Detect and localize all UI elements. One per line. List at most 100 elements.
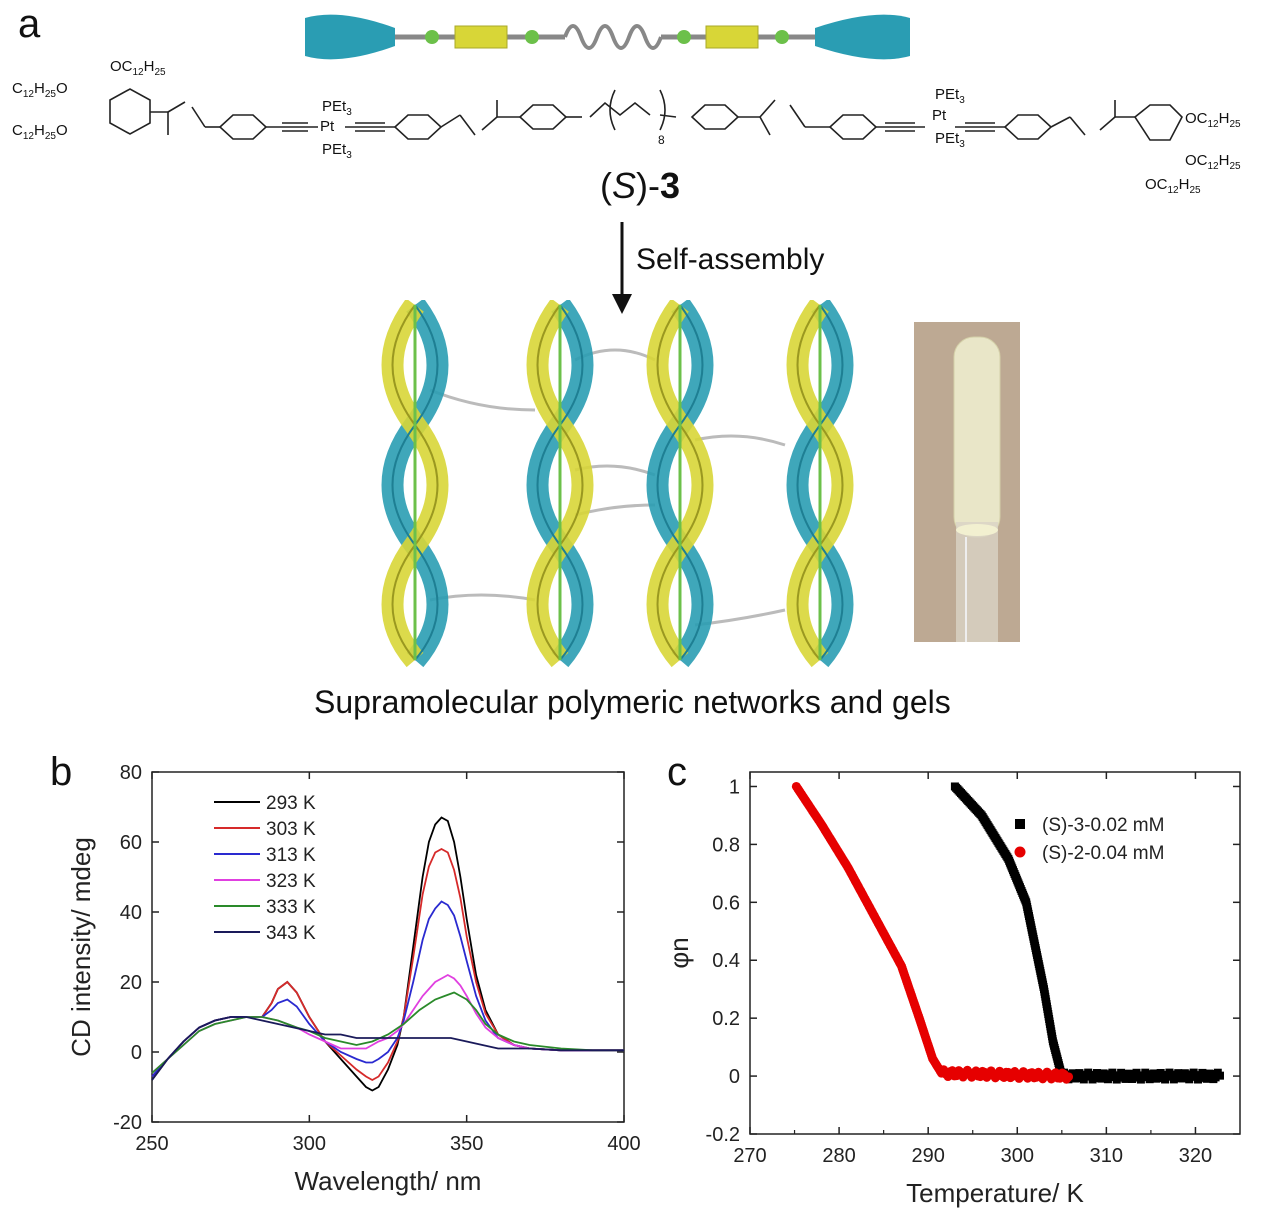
y-tick-label: 0.4: [712, 950, 740, 972]
legend-label: 333 K: [266, 897, 316, 918]
data-point: [1117, 1068, 1126, 1077]
data-point: [1202, 1074, 1211, 1083]
panel-a-letter: a: [18, 2, 41, 46]
data-point: [1077, 1070, 1086, 1079]
series-points-0: [950, 782, 1224, 1084]
x-tick-label: 290: [911, 1145, 944, 1167]
legend-marker: [1014, 846, 1026, 858]
cd-spectra-chart: 250 300 350 400 -20 0 20 40 60 80 Wavelength/ nm CD…: [66, 762, 640, 1196]
chem-label-pet-bottom-right: PEt3: [935, 130, 965, 150]
x-tick-label: 310: [1090, 1145, 1123, 1167]
legend-label: 303 K: [266, 819, 316, 840]
y-tick-label: 80: [120, 762, 142, 784]
gel-vial-photo: [914, 322, 1020, 642]
data-point: [1158, 1070, 1167, 1079]
cartoon-bead: [425, 30, 439, 44]
chem-label-pet-bottom-left: PEt3: [322, 141, 352, 161]
compound-label: (S)-3: [600, 165, 681, 206]
x-tick-label: 250: [135, 1133, 168, 1155]
chem-label-oc-right3: OC12H25: [1145, 176, 1201, 196]
cartoon-right-cap: [815, 14, 910, 60]
y-axis-label: φn: [664, 937, 694, 968]
data-point: [1121, 1074, 1130, 1083]
data-point: [1145, 1075, 1154, 1084]
y-tick-label: 0.6: [712, 892, 740, 914]
legend-label: 293 K: [266, 793, 316, 814]
data-point: [1215, 1071, 1224, 1080]
helix-4: [798, 305, 843, 660]
data-point: [1088, 1075, 1097, 1084]
series-line-303K: [151, 847, 624, 1082]
data-point: [1141, 1068, 1150, 1077]
cartoon-left-cap: [305, 14, 395, 60]
figure-caption: Supramolecular polymeric networks and ge…: [314, 684, 951, 720]
panel-c-letter: c: [667, 750, 687, 794]
legend-label: (S)-2-0.04 mM: [1042, 843, 1164, 864]
chem-label-oc-left1: C12H25O: [12, 80, 68, 100]
cartoon-bead: [775, 30, 789, 44]
y-tick-label: 60: [120, 832, 142, 854]
molecule-cartoon: [305, 14, 910, 60]
cartoon-bead: [525, 30, 539, 44]
self-assembly-label: Self-assembly: [636, 243, 825, 276]
chem-label-pet-top-right: PEt3: [935, 86, 965, 106]
data-point: [1174, 1069, 1183, 1078]
x-tick-label: 270: [733, 1145, 766, 1167]
chem-label-oc-top: OC12H25: [110, 58, 166, 78]
data-point: [1169, 1075, 1178, 1084]
data-point: [1183, 1070, 1192, 1079]
y-tick-label: -20: [113, 1112, 142, 1134]
data-point: [1178, 1074, 1187, 1083]
x-tick-label: 300: [1001, 1145, 1034, 1167]
series-points-1: [791, 781, 1074, 1084]
data-point: [1125, 1069, 1134, 1078]
y-tick-label: 0.8: [712, 834, 740, 856]
series-line-323K: [151, 973, 624, 1074]
data-point: [1207, 1070, 1216, 1079]
data-point: [1194, 1075, 1203, 1084]
y-tick-label: 20: [120, 972, 142, 994]
y-tick-label: -0.2: [706, 1124, 740, 1146]
data-point: [1092, 1069, 1101, 1078]
x-axis-label: Wavelength/ nm: [295, 1166, 482, 1196]
chem-label-oc-right2: OC12H25: [1185, 152, 1241, 172]
aggregation-fraction-chart: 270 280 290 300 310 320 -0.2 0 0.2 0.4 0.6 0.8 1 Temp…: [664, 771, 1241, 1208]
y-tick-label: 0: [131, 1042, 142, 1064]
legend-label: 323 K: [266, 871, 316, 892]
panel-b-letter: b: [50, 750, 73, 794]
helical-network-illustration: [370, 300, 890, 670]
chem-label-pt-left: Pt: [320, 118, 335, 135]
y-tick-label: 1: [729, 776, 740, 798]
cartoon-block: [705, 25, 759, 49]
plot-frame: [749, 771, 1241, 1135]
data-point: [1101, 1070, 1110, 1079]
data-point: [1198, 1068, 1207, 1077]
helix-2: [538, 305, 583, 660]
x-tick-label: 280: [822, 1145, 855, 1167]
data-point: [1064, 1072, 1074, 1082]
data-point: [1073, 1074, 1082, 1083]
cartoon-bead: [677, 30, 691, 44]
helix-1: [393, 305, 438, 660]
chem-label-chain-sub: 8: [658, 133, 665, 147]
plot-frame: [151, 771, 625, 1123]
data-point: [1106, 1073, 1115, 1082]
data-point: [1097, 1074, 1106, 1083]
legend-label: 313 K: [266, 845, 316, 866]
x-axis-label: Temperature/ K: [906, 1178, 1084, 1208]
chem-label-pet-top-left: PEt3: [322, 98, 352, 118]
data-point: [1154, 1074, 1163, 1083]
x-tick-label: 300: [293, 1133, 326, 1155]
data-point: [1134, 1071, 1143, 1080]
data-point: [1165, 1068, 1174, 1077]
down-arrow-icon: [612, 222, 632, 314]
legend-label: 343 K: [266, 923, 316, 944]
legend-label: (S)-3-0.02 mM: [1042, 815, 1164, 836]
data-point: [1130, 1073, 1139, 1082]
cartoon-block: [454, 25, 508, 49]
y-tick-label: 0: [729, 1066, 740, 1088]
y-tick-label: 0.2: [712, 1008, 740, 1030]
y-axis-label: CD intensity/ mdeg: [66, 837, 96, 1057]
data-point: [1112, 1075, 1121, 1084]
chemical-structure: [109, 88, 1183, 141]
